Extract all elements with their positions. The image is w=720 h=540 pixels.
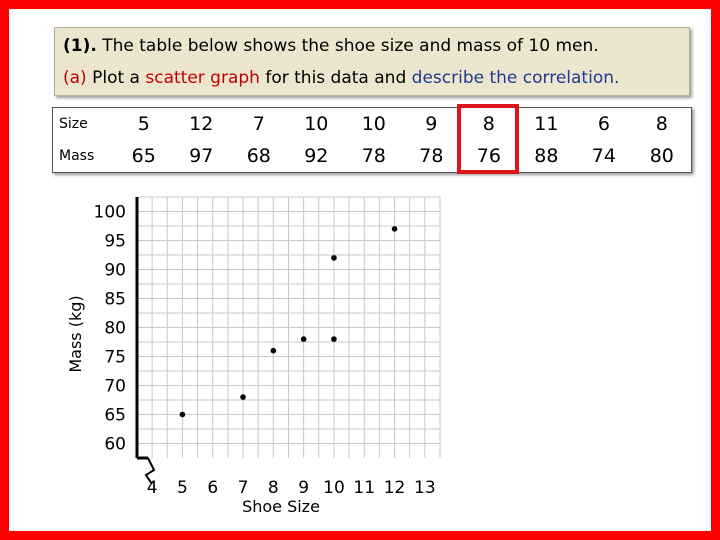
x-tick-label: 5 xyxy=(177,478,188,498)
data-point xyxy=(300,336,307,342)
size-cell: 6 xyxy=(597,113,610,135)
data-point xyxy=(331,336,337,342)
size-row: Size 5 12 7 10 10 9 8 11 6 8 xyxy=(53,108,692,141)
data-table: Size 5 12 7 10 10 9 8 11 6 8 Mass 65 97 … xyxy=(52,107,692,173)
size-cell: 11 xyxy=(534,113,559,135)
x-tick-label: 6 xyxy=(207,478,218,498)
y-tick-label: 80 xyxy=(104,319,126,339)
mass-cell: 76 xyxy=(476,145,501,167)
x-tick-label: 13 xyxy=(414,478,436,498)
data-point xyxy=(331,255,337,261)
part-text-blue: describe the correlation. xyxy=(411,68,620,88)
axis-break-mark xyxy=(144,457,156,485)
mass-cell: 68 xyxy=(246,145,271,167)
question-part-a: (a) Plot a scatter graph for this data a… xyxy=(63,68,619,88)
mass-cell: 97 xyxy=(189,145,214,167)
size-cell: 5 xyxy=(137,113,150,135)
y-tick-label: 70 xyxy=(104,377,126,397)
highlight-box xyxy=(457,104,519,174)
mass-cell: 78 xyxy=(361,145,386,167)
x-tick-labels: 4 5 6 7 8 9 10 11 12 13 xyxy=(147,478,436,498)
y-axis-title: Mass (kg) xyxy=(66,295,85,372)
mass-cell: 92 xyxy=(304,145,329,167)
y-tick-label: 85 xyxy=(104,290,126,310)
question-box: (1). The table below shows the shoe size… xyxy=(54,27,690,96)
question-line: (1). The table below shows the shoe size… xyxy=(63,36,599,56)
x-axis-title: Shoe Size xyxy=(242,497,320,516)
x-tick-label: 4 xyxy=(147,478,158,498)
x-tick-label: 12 xyxy=(384,478,406,498)
row-label-mass: Mass xyxy=(59,148,95,164)
x-tick-label: 7 xyxy=(238,478,249,498)
data-point xyxy=(391,226,398,232)
size-cell: 10 xyxy=(304,113,329,135)
y-tick-label: 60 xyxy=(104,435,126,455)
data-point xyxy=(240,394,246,400)
data-point xyxy=(179,411,186,418)
part-text-red: scatter graph xyxy=(145,68,260,88)
y-tick-label: 90 xyxy=(104,261,126,281)
mass-cell: 74 xyxy=(591,145,616,167)
size-cell: 8 xyxy=(482,113,495,135)
row-label-size: Size xyxy=(59,116,88,132)
question-text: The table below shows the shoe size and … xyxy=(102,36,599,56)
question-number: (1). xyxy=(63,36,97,56)
mass-cell: 65 xyxy=(131,145,156,167)
part-text-plain: Plot a xyxy=(92,68,140,88)
part-label: (a) xyxy=(63,68,87,88)
data-point xyxy=(270,347,277,354)
mass-cell: 78 xyxy=(419,145,444,167)
y-tick-labels: 60 65 70 75 80 85 90 95 100 xyxy=(94,203,126,455)
y-tick-label: 75 xyxy=(104,348,126,368)
y-tick-label: 100 xyxy=(94,203,126,223)
x-tick-label: 11 xyxy=(353,478,375,498)
mass-cell: 88 xyxy=(534,145,559,167)
size-cell: 8 xyxy=(655,113,668,135)
y-tick-label: 65 xyxy=(104,406,126,426)
size-cell: 10 xyxy=(361,113,386,135)
x-tick-label: 9 xyxy=(298,478,309,498)
mass-row: Mass 65 97 68 92 78 78 76 88 74 80 xyxy=(53,140,692,173)
grid xyxy=(137,196,441,458)
size-cell: 7 xyxy=(252,113,265,135)
data-points xyxy=(179,226,398,418)
y-tick-label: 95 xyxy=(104,232,126,252)
size-cell: 12 xyxy=(189,113,214,135)
x-tick-label: 8 xyxy=(268,478,279,498)
part-text-mid: for this data and xyxy=(265,68,407,88)
x-tick-label: 10 xyxy=(323,478,345,498)
mass-cell: 80 xyxy=(649,145,674,167)
size-cell: 9 xyxy=(425,113,438,135)
